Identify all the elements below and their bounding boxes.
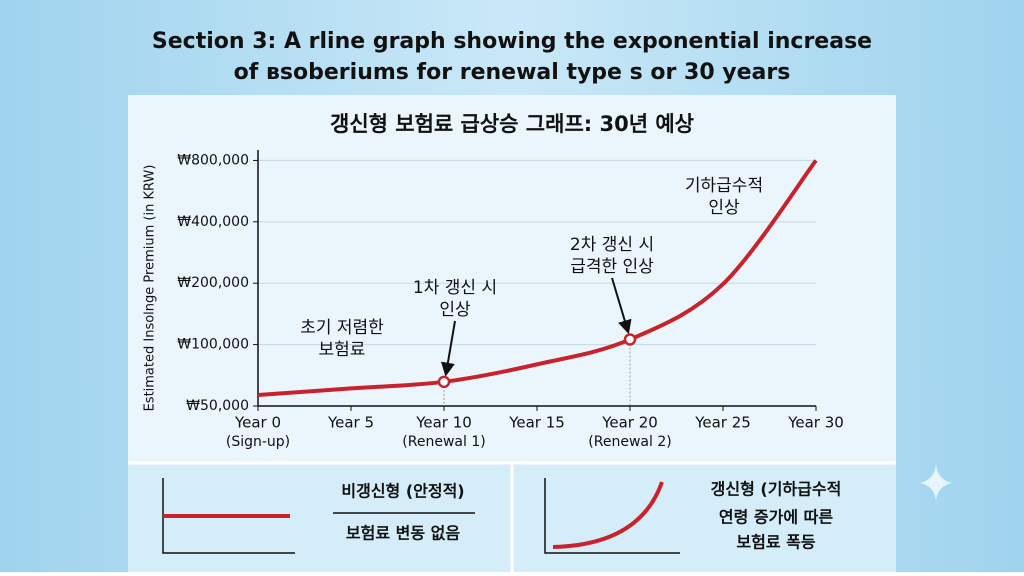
annotation: 2차 갱신 시 [570,235,654,255]
comparison-desc: 연령 증가에 따른 [719,508,833,527]
chart-title: 갱신형 보험료 급상승 그래프: 30년 예상 [330,112,694,136]
x-tick-label: Year 10 [415,414,472,432]
x-tick-label: Year 25 [694,414,751,432]
y-tick-label: ₩50,000 [186,398,249,414]
y-tick-label: ₩400,000 [177,214,249,230]
annotation: 인상 [708,198,740,218]
x-tick-label: Year 15 [508,414,565,432]
header-line: Section 3: A rline graph showing the exp… [152,29,872,54]
y-tick-label: ₩200,000 [177,275,249,291]
y-tick-label: ₩100,000 [177,337,249,353]
annotation: 인상 [439,300,471,320]
comparison-title: 갱신형 (기하급수적 [711,480,842,499]
y-axis-label: Estimated Insolnge Premium (in KRW) [143,165,158,412]
y-tick-label: ₩800,000 [177,152,249,168]
x-tick-note: (Sign-up) [226,434,290,450]
annotation-arrow [611,277,632,335]
mini-axes [162,478,295,554]
chart-panel [128,95,896,462]
line-series [257,159,818,398]
x-tick-label: Year 5 [327,414,374,432]
annotation: 기하급수적 [685,176,763,196]
x-tick-note: (Renewal 2) [588,434,671,450]
annotation: 1차 갱신 시 [413,278,497,298]
plot: ₩50,000 ₩100,000 ₩200,000 ₩400,000 ₩800,000 Y… [177,150,844,450]
x-tick-label: Year 30 [787,414,844,432]
mini-axes [544,478,680,554]
annotation: 보험료 [319,340,366,360]
x-tick-label: Year 20 [601,414,658,432]
annotation: 초기 저렴한 [300,318,384,338]
comparison-desc: 보험료 폭등 [736,533,815,552]
comparison-title: 비갱신형 (안정적) [341,482,464,501]
marker [437,375,451,389]
annotation-arrow [440,320,456,377]
annotation: 급격한 인상 [570,257,654,277]
marker [623,333,637,346]
sparkle-icon [920,465,952,500]
x-tick-label: Year 0 [234,414,281,432]
x-tick-note: (Renewal 1) [402,434,485,450]
axes [257,150,816,407]
header-line: of ʙsoberiums for renewal type s or 30 y… [234,60,791,85]
mini-curve [552,481,664,549]
comparison-desc: 보험료 변동 없음 [346,524,460,543]
